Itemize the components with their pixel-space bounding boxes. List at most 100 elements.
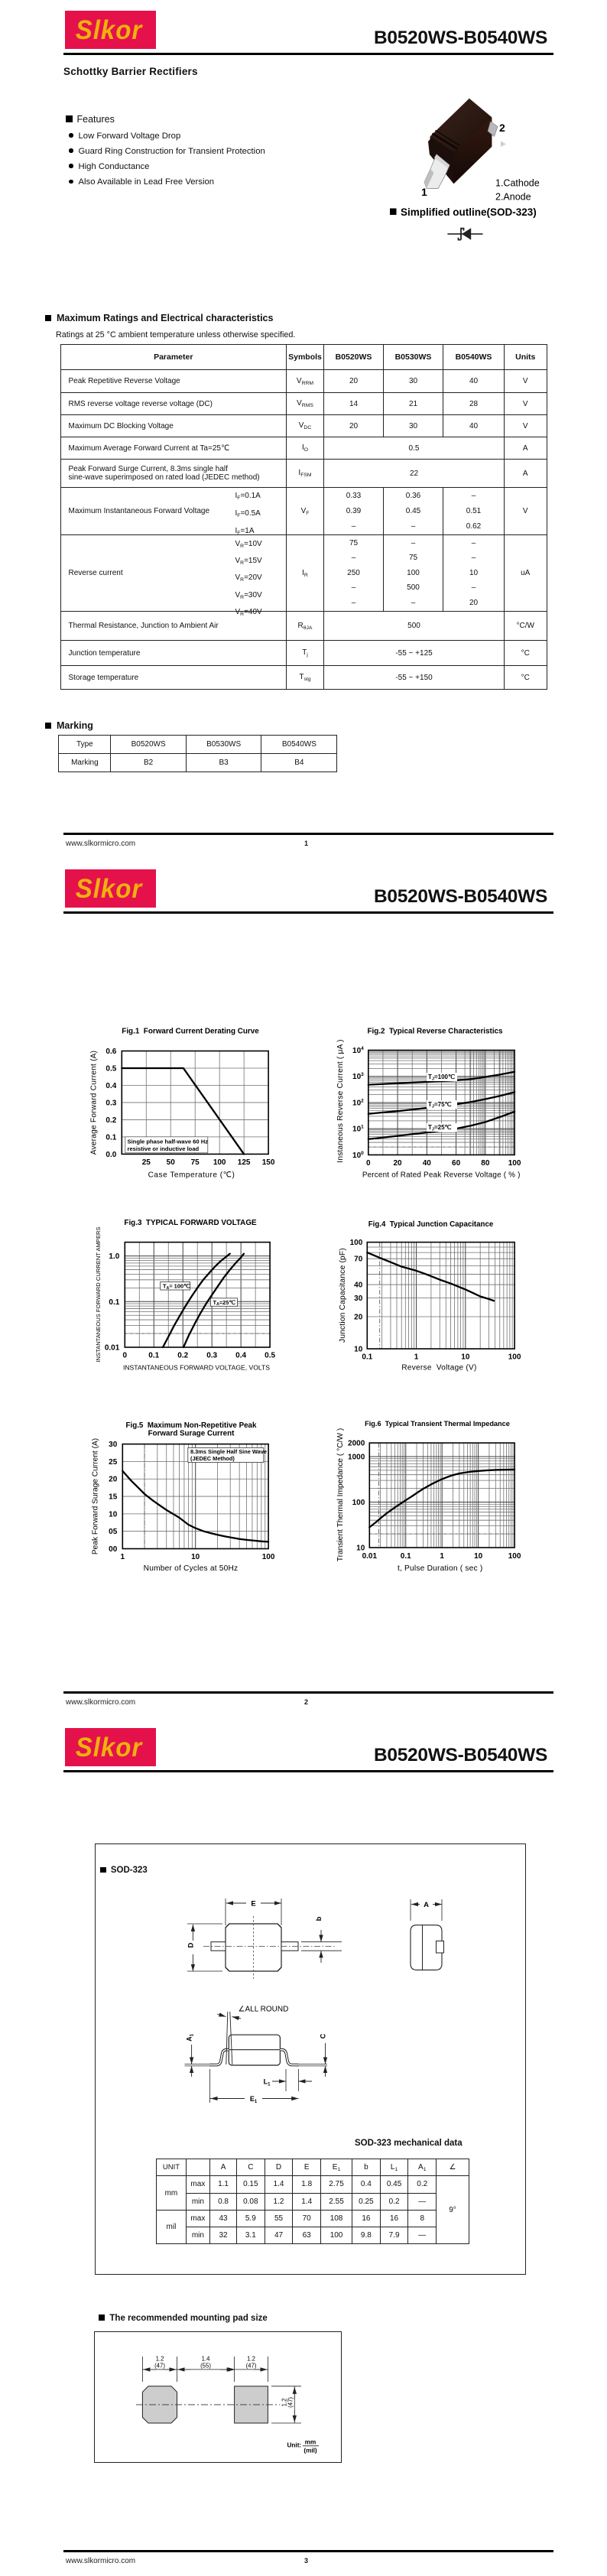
- svg-text:Simplified outline(SOD-323): Simplified outline(SOD-323): [401, 206, 537, 218]
- svg-text:E1: E1: [250, 2095, 258, 2104]
- svg-text:Case Temperature (℃): Case Temperature (℃): [148, 1171, 235, 1180]
- svg-text:1.4: 1.4: [202, 2356, 211, 2363]
- svg-text:100: 100: [350, 1239, 363, 1247]
- svg-text:0.1: 0.1: [401, 1552, 411, 1561]
- svg-text:0.4: 0.4: [235, 1352, 246, 1360]
- svg-text:Peak Forward Surage Current (A: Peak Forward Surage Current (A): [92, 1438, 100, 1554]
- svg-text:0: 0: [123, 1352, 128, 1360]
- svg-text:103: 103: [352, 1072, 364, 1081]
- svg-text:1.2: 1.2: [281, 2398, 288, 2406]
- svg-text:1: 1: [121, 1553, 125, 1561]
- svg-text:mm: mm: [305, 2439, 316, 2446]
- svg-text:10: 10: [356, 1545, 365, 1553]
- svg-text:TJ=75℃: TJ=75℃: [428, 1101, 452, 1109]
- svg-text:05: 05: [109, 1528, 118, 1536]
- svg-text:b: b: [315, 1916, 323, 1921]
- svg-text:0.1: 0.1: [362, 1353, 372, 1362]
- svg-text:0.3: 0.3: [105, 1099, 116, 1107]
- svg-text:(JEDEC Method): (JEDEC Method): [190, 1455, 235, 1462]
- svg-text:Percent of Rated Peak Reverse: Percent of Rated Peak Reverse Voltage ( …: [362, 1171, 521, 1180]
- svg-text:A1: A1: [186, 2033, 195, 2042]
- svg-text:8.3ms Single Half Sine Wave: 8.3ms Single Half Sine Wave: [190, 1448, 267, 1455]
- svg-text:10: 10: [191, 1553, 200, 1561]
- svg-text:TA= 100℃: TA= 100℃: [163, 1283, 190, 1291]
- svg-text:100: 100: [508, 1552, 521, 1561]
- svg-text:100: 100: [352, 1499, 365, 1507]
- svg-text:10: 10: [354, 1346, 363, 1354]
- svg-text:∠ALL ROUND: ∠ALL ROUND: [239, 2006, 289, 2014]
- svg-text:E: E: [251, 1900, 255, 1908]
- svg-text:t, Pulse Duration ( sec ): t, Pulse Duration ( sec ): [398, 1564, 482, 1573]
- svg-text:INSTANTANEOUS FORWARD CURRENT: INSTANTANEOUS FORWARD CURRENT AMPERS: [95, 1226, 102, 1362]
- svg-text:Junction Capacitance (pF): Junction Capacitance (pF): [339, 1248, 347, 1343]
- svg-text:2000: 2000: [348, 1440, 365, 1448]
- svg-text:10: 10: [109, 1510, 118, 1519]
- svg-text:1.0: 1.0: [109, 1252, 119, 1261]
- svg-text:Instaneous Reverse Current ( μ: Instaneous Reverse Current ( μA ): [336, 1039, 345, 1162]
- svg-text:0.0: 0.0: [105, 1151, 116, 1159]
- svg-text:0.5: 0.5: [265, 1352, 275, 1360]
- svg-text:0.2: 0.2: [177, 1352, 188, 1360]
- svg-text:0.1: 0.1: [105, 1133, 116, 1142]
- svg-text:Average Forward Current (A): Average Forward Current (A): [90, 1051, 99, 1155]
- svg-text:Fig.3 TYPICAL FORWARD VOLTAGE: Fig.3 TYPICAL FORWARD VOLTAGE: [124, 1219, 257, 1227]
- svg-text:75: 75: [191, 1158, 200, 1167]
- svg-text:0: 0: [366, 1159, 371, 1168]
- svg-text:0.1: 0.1: [148, 1352, 159, 1360]
- svg-text:Forward Surage Current: Forward Surage Current: [148, 1430, 235, 1438]
- svg-text:100: 100: [508, 1353, 521, 1362]
- svg-text:Fig.5 Maximum Non-Repetitive: Fig.5 Maximum Non-Repetitive Peak: [126, 1421, 257, 1430]
- svg-text:(47): (47): [154, 2363, 165, 2370]
- svg-text:INSTANTANEOUS FORWARD VOLTAGE,: INSTANTANEOUS FORWARD VOLTAGE, VOLTS: [123, 1364, 270, 1372]
- svg-text:Reverse Voltage (V): Reverse Voltage (V): [401, 1364, 476, 1372]
- svg-text:(47): (47): [287, 2397, 294, 2408]
- svg-text:125: 125: [238, 1158, 251, 1167]
- svg-text:TA=25℃: TA=25℃: [213, 1299, 236, 1307]
- svg-text:1: 1: [421, 186, 427, 198]
- svg-text:20: 20: [109, 1476, 118, 1484]
- svg-text:1: 1: [440, 1552, 444, 1561]
- svg-text:Fig.1 Forward Current Deratin: Fig.1 Forward Current Derating Curve: [122, 1028, 259, 1036]
- svg-text:15: 15: [109, 1493, 118, 1502]
- svg-text:40: 40: [354, 1282, 363, 1290]
- svg-text:0.01: 0.01: [362, 1552, 378, 1561]
- svg-text:30: 30: [354, 1294, 363, 1303]
- svg-text:30: 30: [109, 1441, 118, 1449]
- svg-text:1.Cathode: 1.Cathode: [495, 178, 540, 189]
- svg-text:2.Anode: 2.Anode: [495, 192, 531, 203]
- svg-text:50: 50: [167, 1158, 176, 1167]
- svg-text:150: 150: [262, 1158, 275, 1167]
- svg-text:60: 60: [452, 1159, 461, 1168]
- svg-text:20: 20: [354, 1314, 363, 1322]
- svg-text:101: 101: [352, 1125, 364, 1134]
- svg-text:0.4: 0.4: [105, 1082, 116, 1090]
- svg-text:1.2: 1.2: [156, 2356, 164, 2363]
- svg-text:TJ=25℃: TJ=25℃: [428, 1124, 452, 1132]
- svg-text:TJ=100℃: TJ=100℃: [428, 1074, 455, 1082]
- svg-text:100: 100: [508, 1159, 521, 1168]
- svg-text:100: 100: [262, 1553, 275, 1561]
- svg-text:0.5: 0.5: [105, 1064, 116, 1073]
- svg-text:D: D: [187, 1942, 196, 1947]
- svg-text:100: 100: [352, 1151, 364, 1160]
- svg-text:0.3: 0.3: [206, 1352, 217, 1360]
- svg-text:Transient Thermal Impedance (: Transient Thermal Impedance ( °C/W ): [336, 1428, 345, 1562]
- svg-text:40: 40: [423, 1159, 432, 1168]
- svg-text:2: 2: [499, 122, 505, 134]
- svg-text:Fig.6 Typical Transient Therm: Fig.6 Typical Transient Thermal Impedanc…: [365, 1420, 510, 1428]
- svg-text:0.1: 0.1: [109, 1298, 119, 1307]
- svg-text:L1: L1: [264, 2078, 271, 2087]
- svg-text:C: C: [320, 2033, 327, 2038]
- svg-text:1: 1: [414, 1353, 419, 1362]
- svg-text:0.01: 0.01: [105, 1344, 120, 1353]
- svg-text:Number of Cycles at 50Hz: Number of Cycles at 50Hz: [144, 1564, 239, 1573]
- svg-text:25: 25: [142, 1158, 151, 1167]
- svg-text:Unit:: Unit:: [287, 2442, 302, 2449]
- svg-text:Single phase half-wave 60 Hz: Single phase half-wave 60 Hz: [128, 1138, 209, 1145]
- svg-text:10: 10: [474, 1552, 483, 1561]
- svg-text:(47): (47): [246, 2363, 257, 2370]
- svg-text:(55): (55): [200, 2363, 211, 2370]
- svg-text:0.6: 0.6: [105, 1048, 116, 1056]
- svg-text:20: 20: [393, 1159, 402, 1168]
- svg-text:80: 80: [481, 1159, 490, 1168]
